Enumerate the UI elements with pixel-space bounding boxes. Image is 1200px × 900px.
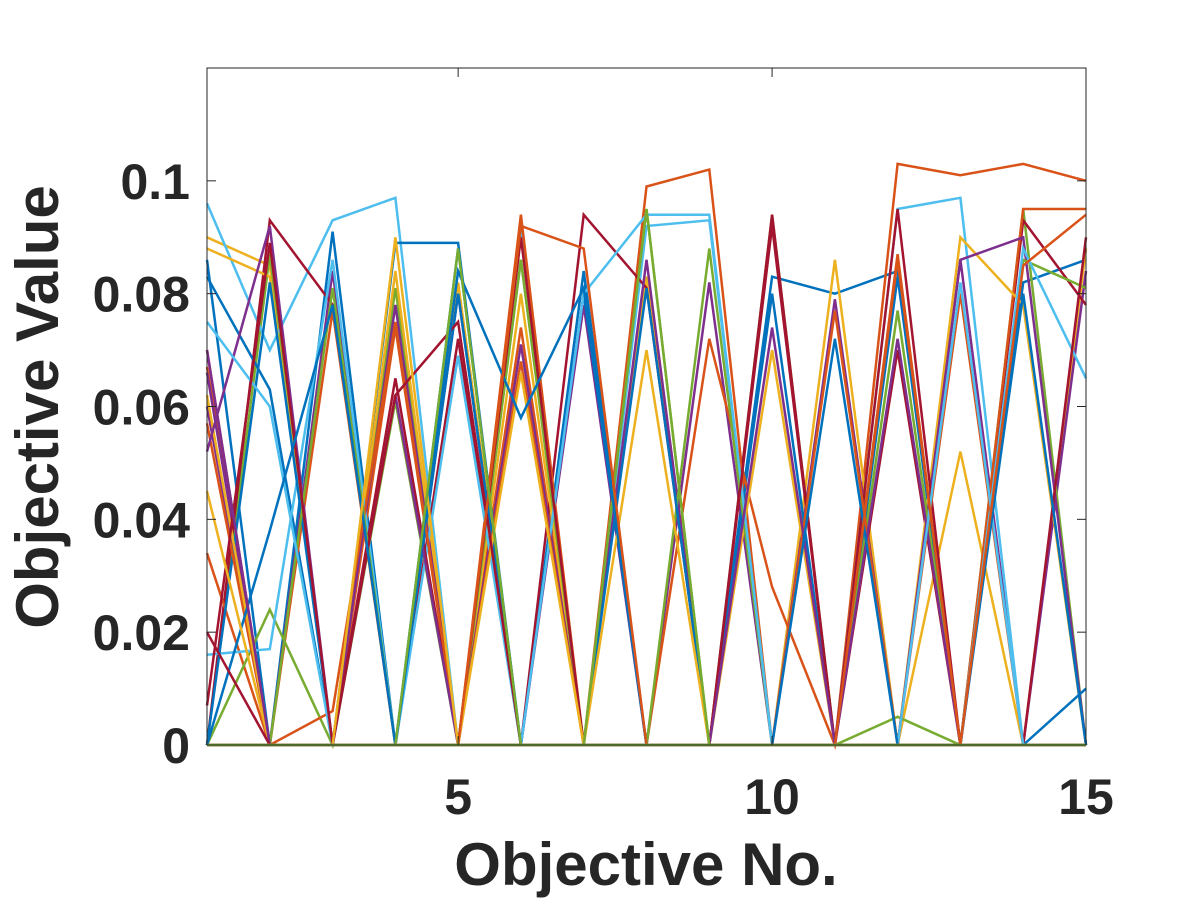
y-tick-label: 0 (162, 718, 190, 774)
x-tick-label: 5 (444, 769, 472, 825)
series-line-s6 (205, 196, 1086, 747)
plot-background (207, 68, 1086, 745)
y-axis-label: Objective Value (4, 185, 71, 629)
x-tick-label: 15 (1058, 769, 1114, 825)
x-axis-label: Objective No. (454, 831, 837, 898)
series-line-s11 (205, 235, 1088, 747)
y-tick-label: 0.04 (93, 492, 191, 548)
x-tick-label: 10 (744, 769, 800, 825)
y-tick-label: 0.06 (93, 380, 190, 436)
y-tick-label: 0.02 (93, 605, 190, 661)
y-tick-label: 0.1 (120, 154, 190, 210)
y-tick-label: 0.08 (93, 267, 190, 323)
ticks-layer: 5 10 15 0 0.02 0.04 0.06 0.08 0.1 (93, 68, 1114, 825)
